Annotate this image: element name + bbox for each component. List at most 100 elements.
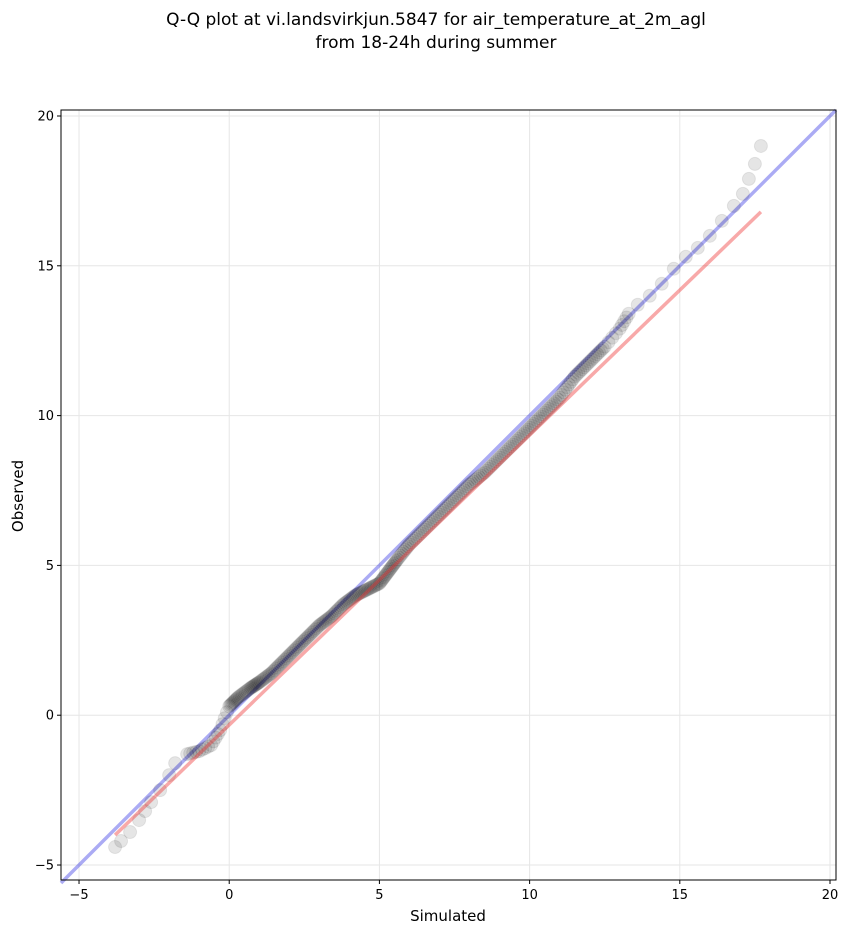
quantile-point — [545, 398, 560, 413]
quantile-point — [654, 276, 669, 291]
quantile-point — [204, 738, 219, 753]
quantile-point — [666, 261, 681, 276]
quantile-point — [385, 558, 400, 573]
quantile-point — [312, 618, 327, 633]
quantile-point — [225, 695, 240, 710]
quantile-point — [357, 583, 372, 598]
quantile-point — [443, 496, 458, 511]
quantile-point — [331, 601, 346, 616]
quantile-point — [230, 691, 245, 706]
quantile-point — [501, 441, 516, 456]
quantile-point — [619, 310, 634, 325]
quantile-point — [408, 531, 423, 546]
quantile-point — [378, 568, 393, 583]
quantile-point — [382, 562, 397, 577]
quantile-point — [189, 744, 204, 759]
quantile-point — [464, 476, 479, 491]
quantile-point — [447, 492, 462, 507]
quantile-point — [393, 548, 408, 563]
quantile-point — [601, 335, 616, 350]
quantile-point — [180, 747, 195, 762]
quantile-point — [313, 617, 328, 632]
quantile-point — [617, 314, 632, 329]
quantile-point — [345, 590, 360, 605]
quantile-point — [289, 640, 304, 655]
quantile-point — [530, 413, 545, 428]
quantile-point — [251, 676, 266, 691]
quantile-point — [369, 577, 384, 592]
quantile-point — [455, 485, 470, 500]
quantile-point — [253, 674, 268, 689]
quantile-point — [399, 541, 414, 556]
quantile-point — [565, 372, 580, 387]
x-tick-label: 20 — [822, 888, 839, 903]
quantile-point — [261, 668, 276, 683]
quantile-point — [547, 396, 562, 411]
axis-ticks: −5 0 5 10 15 20 −5 0 5 10 15 20 — [35, 109, 838, 903]
quantile-point — [227, 693, 242, 708]
quantile-point — [240, 683, 255, 698]
quantile-point — [222, 699, 237, 714]
quantile-point — [518, 424, 533, 439]
grid-lines — [61, 110, 836, 880]
quantile-point — [309, 621, 324, 636]
quantile-point — [522, 420, 537, 435]
quantile-point — [348, 588, 363, 603]
quantile-point — [404, 535, 419, 550]
quantile-point — [642, 288, 657, 303]
quantile-point — [505, 437, 520, 452]
quantile-point — [270, 660, 285, 675]
quantile-point — [753, 138, 768, 153]
x-tick-label: −5 — [69, 888, 88, 903]
y-tick-label: 5 — [46, 559, 54, 574]
quantile-point — [390, 552, 405, 567]
quantile-point — [562, 377, 577, 392]
quantile-point — [524, 418, 539, 433]
quantile-point — [394, 546, 409, 561]
quantile-point — [441, 498, 456, 513]
quantile-point — [586, 350, 601, 365]
quantile-point — [535, 407, 550, 422]
quantile-point — [578, 358, 593, 373]
quantile-point — [439, 499, 454, 514]
quantile-point — [605, 330, 620, 345]
quantile-point — [432, 507, 447, 522]
quantile-point — [358, 583, 373, 598]
x-tick-label: 0 — [225, 888, 233, 903]
quantile-point — [268, 661, 283, 676]
quantile-point — [567, 369, 582, 384]
quantile-point — [300, 630, 315, 645]
quantile-point — [138, 804, 153, 819]
quantile-point — [286, 643, 301, 658]
quantile-point — [391, 550, 406, 565]
quantile-point — [267, 663, 282, 678]
quantile-point — [577, 360, 592, 375]
quantile-point — [556, 385, 571, 400]
quantile-point — [563, 374, 578, 389]
quantile-point — [215, 717, 230, 732]
quantile-point — [210, 726, 225, 741]
quantile-point — [438, 501, 453, 516]
quantile-point — [389, 553, 404, 568]
quantile-point — [295, 634, 310, 649]
quantile-point — [580, 356, 595, 371]
quantile-point — [528, 414, 543, 429]
quantile-point — [153, 783, 168, 798]
quantile-point — [485, 458, 500, 473]
quantile-point — [481, 461, 496, 476]
quantile-point — [558, 382, 573, 397]
quantile-point — [541, 401, 556, 416]
quantile-point — [246, 679, 261, 694]
quantile-point — [183, 746, 198, 761]
quantile-point — [426, 513, 441, 528]
quantile-point — [303, 627, 318, 642]
quantile-point — [375, 571, 390, 586]
quantile-point — [608, 326, 623, 341]
quantile-point — [201, 739, 216, 754]
quantile-point — [500, 443, 515, 458]
quantile-point — [123, 825, 138, 840]
quantile-point — [397, 543, 412, 558]
x-tick-label: 10 — [521, 888, 538, 903]
quantile-point — [470, 471, 485, 486]
